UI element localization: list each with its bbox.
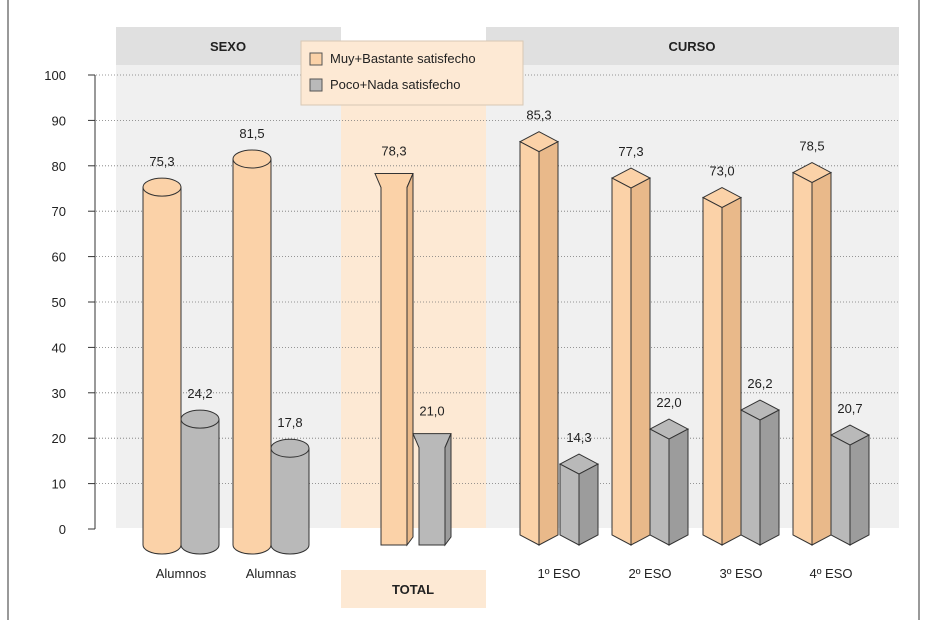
bar-side [849,434,870,546]
bar-series2 [180,409,220,555]
bar-side [538,140,559,546]
data-label: 77,3 [618,144,643,159]
bar-side [721,196,742,546]
bar-series2 [648,418,690,546]
bar-side [630,177,651,546]
bar-series1 [142,177,182,555]
bar-top [180,409,220,429]
y-tick-label: 70 [52,204,66,219]
y-tick-label: 20 [52,431,66,446]
y-tick-label: 40 [52,340,66,355]
legend: Muy+Bastante satisfecho Poco+Nada satisf… [300,40,524,106]
data-label: 78,5 [799,139,824,154]
legend-swatch-series2 [309,78,323,92]
category-label: 4º ESO [809,566,852,581]
legend-swatch-series1 [309,52,323,66]
y-tick-label: 30 [52,386,66,401]
bar-side [578,463,599,546]
bar-front [649,428,670,546]
category-label: Alumnos [156,566,207,581]
bar-body [142,186,182,555]
data-label: 22,0 [656,395,681,410]
y-tick-label: 100 [44,68,66,83]
bar-front [830,434,851,546]
bar-side [444,433,452,547]
bar-side [811,171,832,546]
bar-front [702,196,723,546]
bar-body [180,418,220,555]
bar-series2 [558,453,600,546]
group-header-sexo-label: SEXO [210,39,246,54]
bar-top [270,438,310,458]
data-label: 78,3 [381,144,406,159]
category-labels: 75,3 24,2 Alumnos 81,5 17,8 Alumnas 78,3 21,0 85… [149,108,862,581]
category-label: Alumnas [246,566,297,581]
group-header-curso-label: CURSO [669,39,716,54]
bar-series1 [701,187,743,546]
bars [142,131,871,555]
y-tick-label: 90 [52,113,66,128]
group-header-total-label: TOTAL [392,582,434,597]
bar-front [559,463,580,546]
bar-body [270,447,310,555]
data-label: 26,2 [747,376,772,391]
legend-label-series1: Muy+Bastante satisfecho [330,51,476,66]
bar-front [519,140,540,546]
bar-series1 [791,162,833,546]
bar-side [406,173,414,547]
y-tick-label: 10 [52,477,66,492]
category-label: 3º ESO [719,566,762,581]
bar-top [232,149,272,169]
y-tick-label: 50 [52,295,66,310]
legend-label-series2: Poco+Nada satisfecho [330,77,460,92]
data-label: 14,3 [566,430,591,445]
group-header-total [341,570,486,608]
data-label: 75,3 [149,154,174,169]
bar-front [792,171,813,546]
data-label: 73,0 [709,164,734,179]
bar-top [142,177,182,197]
bar-series2 [829,424,871,546]
data-label: 20,7 [837,401,862,416]
data-label: 17,8 [277,415,302,430]
bar-series1 [610,167,652,546]
data-label: 21,0 [419,404,444,419]
y-tick-label: 0 [59,522,66,537]
bar-side [759,409,780,546]
group-header-curso [486,27,899,65]
bar-series1 [232,149,272,555]
category-label: 1º ESO [537,566,580,581]
bar-series2 [270,438,310,555]
bar-front [611,177,632,546]
legend-box [300,40,524,106]
data-label: 85,3 [526,108,551,123]
data-label: 24,2 [187,386,212,401]
category-label: 2º ESO [628,566,671,581]
bar-series1 [374,173,414,547]
bar-body [232,158,272,555]
bar-series2 [739,399,781,546]
bar-series1 [518,131,560,546]
y-axis: 0 10 20 30 40 50 60 70 80 90 100 [44,68,96,537]
bar-side [668,428,689,546]
y-tick-label: 80 [52,159,66,174]
data-label: 81,5 [239,126,264,141]
bar-series2 [412,433,452,547]
y-tick-label: 60 [52,250,66,265]
bar-front [740,409,761,546]
